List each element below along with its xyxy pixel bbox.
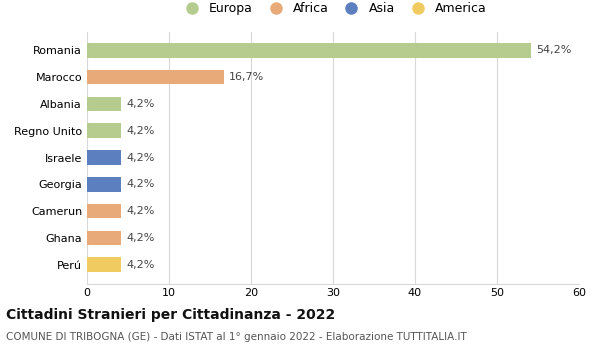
Bar: [87, 123, 121, 138]
Bar: [87, 257, 121, 272]
Text: 4,2%: 4,2%: [127, 260, 155, 270]
Text: 16,7%: 16,7%: [229, 72, 264, 82]
Bar: [87, 204, 121, 218]
Text: 4,2%: 4,2%: [127, 233, 155, 243]
Bar: [87, 231, 121, 245]
Bar: [87, 177, 121, 192]
Bar: [87, 97, 121, 111]
Text: 54,2%: 54,2%: [536, 45, 572, 55]
Text: 4,2%: 4,2%: [127, 126, 155, 136]
Text: Cittadini Stranieri per Cittadinanza - 2022: Cittadini Stranieri per Cittadinanza - 2…: [6, 308, 335, 322]
Bar: [87, 70, 224, 84]
Text: COMUNE DI TRIBOGNA (GE) - Dati ISTAT al 1° gennaio 2022 - Elaborazione TUTTITALI: COMUNE DI TRIBOGNA (GE) - Dati ISTAT al …: [6, 332, 467, 343]
Text: 4,2%: 4,2%: [127, 153, 155, 162]
Text: 4,2%: 4,2%: [127, 99, 155, 109]
Text: 4,2%: 4,2%: [127, 206, 155, 216]
Bar: [87, 150, 121, 165]
Text: 4,2%: 4,2%: [127, 179, 155, 189]
Bar: [87, 43, 532, 58]
Legend: Europa, Africa, Asia, America: Europa, Africa, Asia, America: [174, 0, 492, 20]
